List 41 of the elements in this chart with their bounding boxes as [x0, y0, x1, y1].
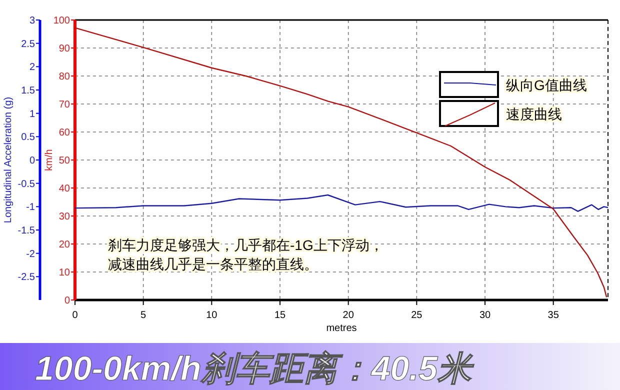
line-series	[74, 194, 609, 212]
y2-tick-label: 20	[58, 240, 70, 250]
y-tick-label: 3	[29, 16, 36, 26]
text: 100-0km/h刹车距离：40.5米	[35, 350, 474, 388]
y2-tick-label: 100	[53, 16, 70, 26]
annotation: 减速曲线几乎是一条平整的直线。	[108, 256, 318, 272]
y-tick-label: 1.5	[21, 86, 36, 96]
y2-tick-label: 30	[58, 212, 70, 222]
x-tick-label: 35	[548, 310, 560, 321]
x-tick-label: 30	[479, 310, 491, 321]
y-tick-label: -1	[26, 202, 36, 214]
y2-tick-label: 60	[58, 128, 70, 138]
y-tick-label: 0.5	[21, 132, 36, 144]
y2-tick-label: 90	[58, 44, 70, 54]
x-axis-title: metres	[326, 323, 357, 334]
y2-tick-label: 10	[58, 268, 70, 278]
legend-label: 纵向G值曲线	[506, 77, 587, 93]
y-tick-label: 0	[29, 156, 36, 166]
y2-tick-label: 0	[64, 296, 70, 306]
y-tick-label: -0.5	[18, 178, 36, 190]
y-tick-label: 2	[29, 62, 36, 74]
x-tick-label: 10	[206, 310, 218, 321]
y-tick-label: -2.5	[18, 272, 36, 284]
y-tick-label: -2	[26, 248, 36, 260]
y2-tick-label: 50	[58, 156, 70, 166]
y-tick-label: -1.5	[18, 226, 36, 236]
y2-tick-label: 70	[58, 100, 70, 110]
legend-label: 速度曲线	[506, 106, 562, 122]
x-tick-label: 25	[411, 310, 423, 321]
line-series	[74, 27, 608, 298]
y-tick-label: 2.5	[21, 38, 36, 50]
y2-tick-label: 40	[58, 184, 70, 194]
y2-axis-title: km/h	[44, 149, 55, 171]
y-axis-title: Longitudinal Acceleration (g)	[3, 96, 14, 224]
y-tick-label: 1	[29, 108, 36, 120]
annotation: 刹车力度足够强大，几乎都在-1G上下浮动，	[108, 237, 384, 253]
x-tick-label: 15	[274, 310, 286, 321]
x-tick-label: 0	[72, 310, 78, 321]
x-tick-label: 5	[140, 310, 147, 321]
y2-tick-label: 80	[58, 72, 70, 82]
x-tick-label: 20	[342, 310, 354, 321]
